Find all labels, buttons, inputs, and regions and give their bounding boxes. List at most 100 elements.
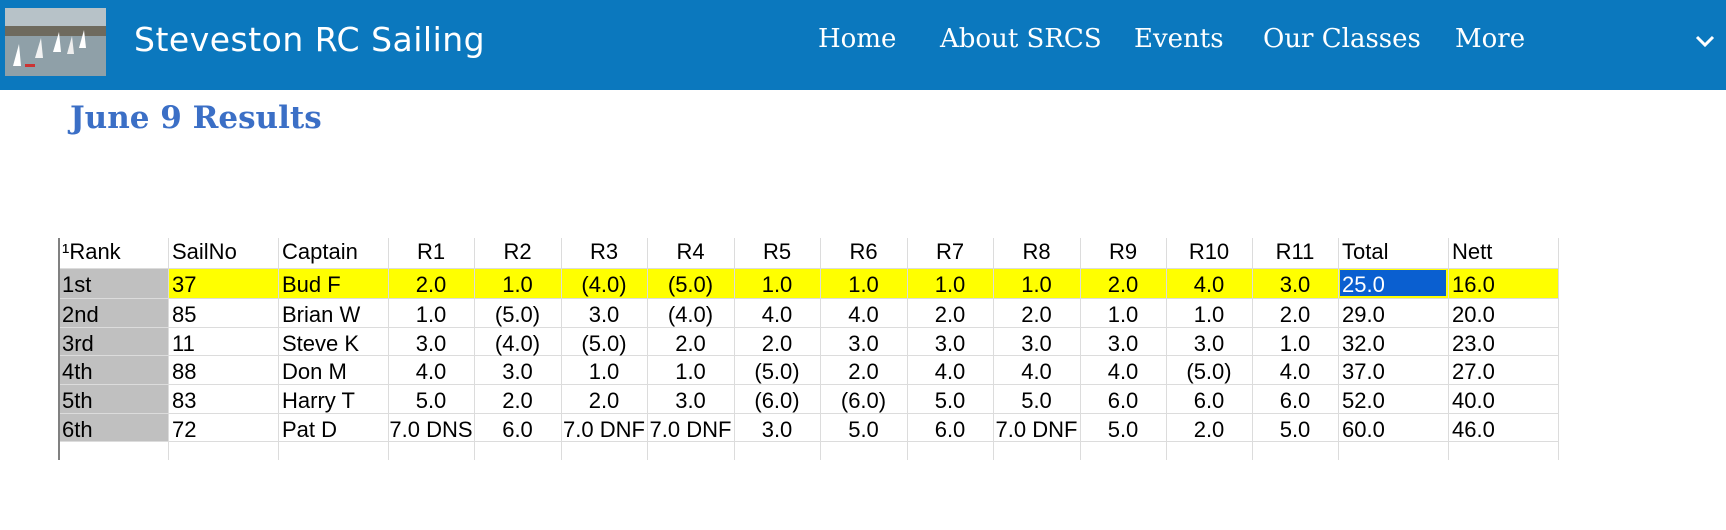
table-cell: 1st [62,272,92,297]
table-cell: (4.0) [667,302,714,327]
table-cell: 3.0 [848,331,879,356]
table-cell: Bud F [282,272,341,297]
column-header: R10 [1188,239,1230,264]
rank-cell-bg [58,268,168,298]
table-cell: 85 [172,302,197,327]
grid-line [1080,238,1081,460]
table-cell: Harry T [282,388,355,413]
table-cell: 4.0 [1107,359,1139,384]
table-cell: 29.0 [1342,302,1385,327]
table-cell: 1.0 [1107,302,1139,327]
grid-line [1166,238,1167,460]
grid-line [58,355,1558,356]
column-header: Nett [1452,239,1493,264]
table-cell: Brian W [282,302,361,327]
table-cell: (5.0) [1186,359,1232,384]
grid-line [58,268,1558,269]
table-cell: 1.0 [848,272,879,297]
column-header: R8 [1022,239,1051,264]
table-cell: 3.0 [1107,331,1139,356]
grid-line [907,238,908,460]
table-cell: 7.0 DNF [995,417,1078,442]
rank-cell-bg [58,384,168,413]
table-cell: 2.0 [502,388,533,413]
table-cell: 6.0 [1279,388,1311,413]
table-cell: 2.0 [1021,302,1052,327]
grid-line [58,327,1558,328]
table-cell: (6.0) [840,388,887,413]
table-cell: 23.0 [1452,331,1495,356]
dropdown-chevron[interactable] [1695,34,1715,48]
grid-line [734,238,735,460]
site-title[interactable]: Steveston RC Sailing [134,20,486,59]
table-cell: (5.0) [667,272,714,297]
column-header: Total [1342,239,1389,264]
table-cell: 88 [172,359,197,384]
nav-link[interactable]: More [1455,24,1526,54]
site-logo[interactable] [5,8,106,76]
table-cell: 5.0 [415,388,447,413]
column-header: R3 [589,239,619,264]
table-cell: 5.0 [1279,417,1311,442]
table-cell: 4.0 [1021,359,1052,384]
column-header: R4 [676,239,705,264]
column-header: R6 [849,239,878,264]
table-cell: 4.0 [1279,359,1311,384]
nav-link[interactable]: Our Classes [1263,24,1421,54]
table-cell: 3.0 [1021,331,1052,356]
table-cell: 83 [172,388,197,413]
column-header: R2 [503,239,532,264]
table-cell: 6.0 [1107,388,1139,413]
table-cell: Pat D [282,417,338,442]
column-header: R5 [762,239,792,264]
table-cell: 27.0 [1452,359,1495,384]
grid-line [820,238,821,460]
table-cell: 37 [172,272,197,297]
table-cell: 3.0 [1193,331,1225,356]
grid-line [58,413,1558,414]
table-cell: 6th [62,417,93,442]
table-cell: 5.0 [1021,388,1052,413]
column-header: SailNo [172,239,237,264]
grid-line [993,238,994,460]
column-header: R1 [416,239,446,264]
table-cell: 2.0 [675,331,706,356]
table-cell: 4.0 [848,302,879,327]
table-cell: 5.0 [1107,417,1139,442]
table-cell: 5th [62,388,93,413]
nav-link[interactable]: Home [818,24,897,54]
nav-link[interactable]: Events [1134,24,1224,54]
table-cell: (4.0) [581,272,627,297]
table-cell: 46.0 [1452,417,1495,442]
table-cell: 40.0 [1452,388,1495,413]
table-cell: 2.0 [1193,417,1225,442]
grid-line [58,298,1558,299]
table-cell: 2.0 [934,302,966,327]
table-cell: 16.0 [1452,272,1495,297]
nav-link[interactable]: About SRCS [940,24,1102,54]
table-cell: 3rd [62,331,94,356]
grid-line [647,238,648,460]
table-cell: 3.0 [502,359,533,384]
table-cell: 52.0 [1342,388,1385,413]
table-cell: 20.0 [1452,302,1495,327]
grid-line [474,238,475,460]
table-cell: 1.0 [761,272,793,297]
table-cell: 1.0 [415,302,447,327]
grid-line [1558,238,1559,460]
table-cell: Don M [282,359,347,384]
rank-cell-bg [58,327,168,355]
table-cell: 4.0 [1193,272,1225,297]
table-cell: 6.0 [1193,388,1225,413]
grid-line [1338,238,1339,460]
table-cell: 37.0 [1342,359,1385,384]
table-cell: 2.0 [1107,272,1139,297]
table-cell: 25.0 [1342,272,1385,297]
grid-line [168,238,169,460]
table-cell: 32.0 [1342,331,1385,356]
table-cell: 3.0 [934,331,966,356]
table-cell: 2.0 [1279,302,1311,327]
table-cell: 4.0 [761,302,793,327]
table-cell: 1.0 [934,272,966,297]
table-cell: 2.0 [848,359,879,384]
